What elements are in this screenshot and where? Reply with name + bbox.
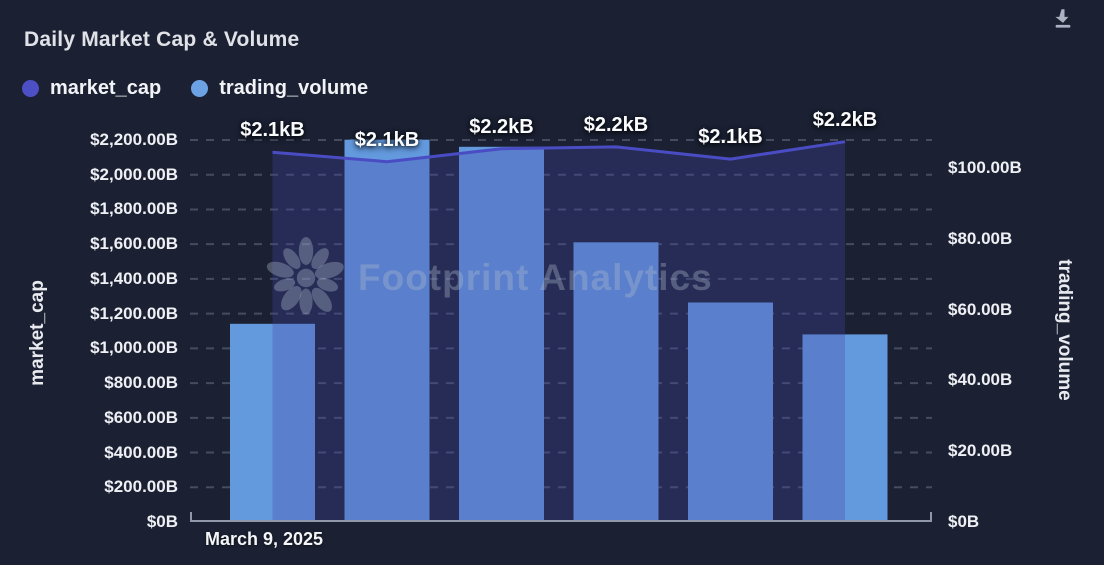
market-cap-value-label: $2.1kB bbox=[354, 128, 420, 151]
trading-volume-dot-icon bbox=[191, 80, 209, 97]
left-axis-tick: $1,800.00B bbox=[90, 199, 178, 219]
right-axis-tick: $0B bbox=[948, 512, 980, 531]
left-axis-tick: $1,400.00B bbox=[90, 268, 178, 288]
bar-trading-volume-5[interactable] bbox=[802, 334, 888, 522]
left-axis-title: market_cap bbox=[27, 280, 48, 386]
market-cap-value-label: $2.2kB bbox=[583, 113, 649, 136]
legend-item-trading-volume[interactable]: trading_volume bbox=[191, 77, 368, 100]
plot-area bbox=[190, 139, 932, 523]
market-cap-line[interactable] bbox=[272, 140, 846, 164]
right-axis-tick: $80.00B bbox=[948, 228, 1013, 248]
bar-trading-volume-4[interactable] bbox=[688, 302, 773, 523]
chart-legend: market_cap trading_volume bbox=[22, 77, 368, 100]
market-cap-value-label: $2.2kB bbox=[469, 115, 534, 138]
right-axis-tick: $40.00B bbox=[948, 370, 1013, 390]
right-axis-tick: $60.00B bbox=[948, 299, 1013, 319]
x-axis-first-label: March 9, 2025 bbox=[205, 529, 324, 549]
left-axis-tick: $1,000.00B bbox=[90, 338, 178, 358]
left-axis-tick: $0B bbox=[146, 512, 178, 531]
bar-trading-volume-2[interactable] bbox=[459, 146, 544, 523]
right-axis-title: trading_volume bbox=[1054, 259, 1075, 401]
left-axis-tick: $2,000.00B bbox=[90, 164, 178, 184]
page-title: Daily Market Cap & Volume bbox=[24, 28, 300, 51]
right-axis-tick: $20.00B bbox=[948, 441, 1013, 461]
left-axis-tick: $2,200.00B bbox=[90, 130, 178, 149]
legend-label: market_cap bbox=[50, 77, 162, 99]
download-icon bbox=[1055, 9, 1071, 28]
left-axis-tick: $800.00B bbox=[104, 373, 178, 393]
left-axis-tick: $600.00B bbox=[104, 407, 178, 427]
market-cap-value-label: $2.1kB bbox=[240, 119, 305, 142]
market-cap-value-label: $2.1kB bbox=[698, 126, 763, 149]
left-axis-tick: $1,200.00B bbox=[90, 303, 178, 323]
left-axis-tick: $1,600.00B bbox=[90, 234, 178, 254]
right-axis-tick: $100.00B bbox=[948, 158, 1022, 177]
legend-label: trading_volume bbox=[219, 77, 369, 99]
x-axis-line bbox=[190, 512, 932, 522]
market-cap-value-label: $2.2kB bbox=[812, 108, 878, 131]
legend-item-market-cap[interactable]: market_cap bbox=[22, 77, 161, 100]
market-cap-dot-icon bbox=[22, 80, 39, 97]
bar-trading-volume-3[interactable] bbox=[573, 242, 659, 523]
left-axis-tick: $200.00B bbox=[104, 477, 178, 497]
left-axis-tick: $400.00B bbox=[104, 442, 178, 462]
download-button[interactable] bbox=[1046, 2, 1080, 36]
bar-trading-volume-1[interactable] bbox=[344, 139, 430, 522]
bar-trading-volume-0[interactable] bbox=[230, 323, 315, 522]
market-cap-area bbox=[272, 141, 845, 522]
